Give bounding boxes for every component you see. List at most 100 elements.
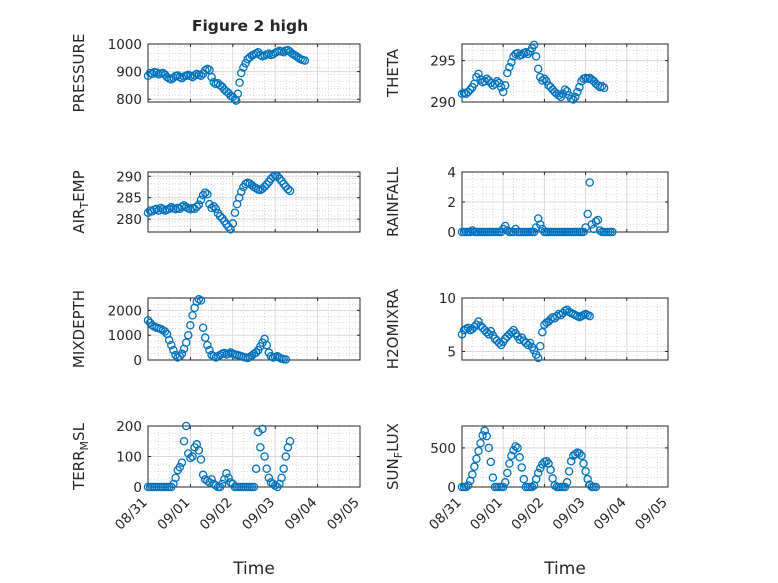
data-point: [546, 82, 555, 92]
data-point: [233, 89, 243, 98]
data-point: [175, 352, 185, 361]
data-point: [205, 345, 214, 355]
axes-box: [147, 43, 361, 103]
data-point: [230, 208, 240, 217]
data-point: [162, 72, 172, 82]
y-tick-label: 200: [116, 419, 142, 435]
data-point: [585, 311, 594, 321]
data-point: [203, 190, 212, 199]
data-point: [273, 172, 282, 181]
data-point: [279, 179, 288, 189]
data-point: [237, 187, 246, 196]
data-point: [256, 443, 265, 452]
data-point: [501, 81, 510, 90]
axes-box: [147, 171, 361, 233]
data-point: [566, 456, 576, 466]
data-point: [171, 473, 180, 483]
data-point: [200, 65, 210, 75]
data-point: [186, 453, 195, 463]
data-point: [173, 71, 182, 80]
y-tick-label: 290: [430, 95, 456, 111]
data-point: [575, 449, 584, 458]
data-point: [179, 436, 189, 446]
data-point: [474, 69, 483, 79]
data-point: [494, 338, 504, 348]
data-point: [207, 475, 216, 484]
data-series: [143, 171, 295, 234]
data-point: [237, 68, 246, 78]
data-point: [468, 226, 477, 235]
y-tick-label: 800: [116, 92, 142, 108]
data-point: [275, 174, 284, 183]
data-point: [478, 431, 487, 440]
data-point: [164, 204, 174, 214]
data-point: [290, 50, 299, 60]
data-series: [457, 40, 609, 104]
y-tick-label: 100: [116, 450, 142, 466]
data-point: [164, 335, 174, 345]
data-point: [554, 91, 564, 100]
data-series: [457, 305, 594, 363]
data-point: [160, 327, 170, 336]
data-point: [228, 219, 238, 228]
data-point: [270, 481, 280, 490]
data-point: [194, 446, 204, 455]
subplot-6: 5 10 H2OMIXRA: [384, 288, 669, 369]
data-point: [184, 330, 193, 340]
data-point: [171, 350, 180, 360]
data-point: [465, 85, 475, 94]
data-point: [470, 462, 479, 471]
x-axis-label: Time: [232, 559, 275, 579]
data-point: [463, 481, 473, 490]
data-point: [474, 317, 483, 326]
data-point: [521, 48, 531, 57]
data-point: [239, 63, 248, 72]
data-point: [562, 86, 572, 96]
data-point: [529, 40, 539, 50]
y-tick-label: 500: [430, 441, 456, 457]
data-point: [486, 78, 496, 88]
axes-box: [147, 297, 361, 361]
data-point: [209, 202, 218, 211]
data-point: [251, 348, 261, 357]
data-point: [152, 204, 161, 214]
data-point: [507, 57, 516, 67]
data-point: [211, 204, 221, 214]
data-point: [486, 457, 496, 467]
y-tick-label: 1000: [108, 37, 142, 53]
data-point: [215, 211, 225, 221]
y-tick-label: 280: [116, 212, 142, 228]
data-point: [177, 349, 187, 359]
data-point: [472, 454, 481, 464]
data-point: [262, 340, 271, 350]
data-point: [177, 458, 187, 467]
data-point: [523, 49, 533, 59]
data-point: [190, 71, 199, 80]
data-point: [513, 443, 522, 453]
data-point: [468, 470, 477, 479]
data-point: [501, 221, 510, 231]
data-point: [492, 77, 502, 86]
data-point: [573, 87, 582, 97]
y-tick-label: 295: [430, 54, 456, 70]
data-point: [175, 462, 185, 472]
data-point: [591, 482, 601, 492]
data-point: [593, 215, 603, 225]
data-point: [260, 182, 269, 191]
data-point: [192, 202, 202, 211]
data-point: [222, 469, 231, 478]
data-point: [203, 340, 212, 350]
data-point: [287, 49, 297, 58]
data-point: [457, 330, 467, 339]
data-point: [217, 479, 227, 489]
data-point: [538, 76, 547, 85]
data-point: [486, 326, 496, 336]
data-point: [529, 227, 539, 237]
data-point: [235, 78, 244, 87]
data-point: [507, 327, 516, 337]
y-axis-label: PRESSURE: [70, 34, 88, 113]
y-axis-label: AIRTEMP: [70, 170, 91, 233]
data-point: [488, 473, 498, 482]
data-point: [200, 188, 210, 197]
data-point: [292, 52, 301, 61]
